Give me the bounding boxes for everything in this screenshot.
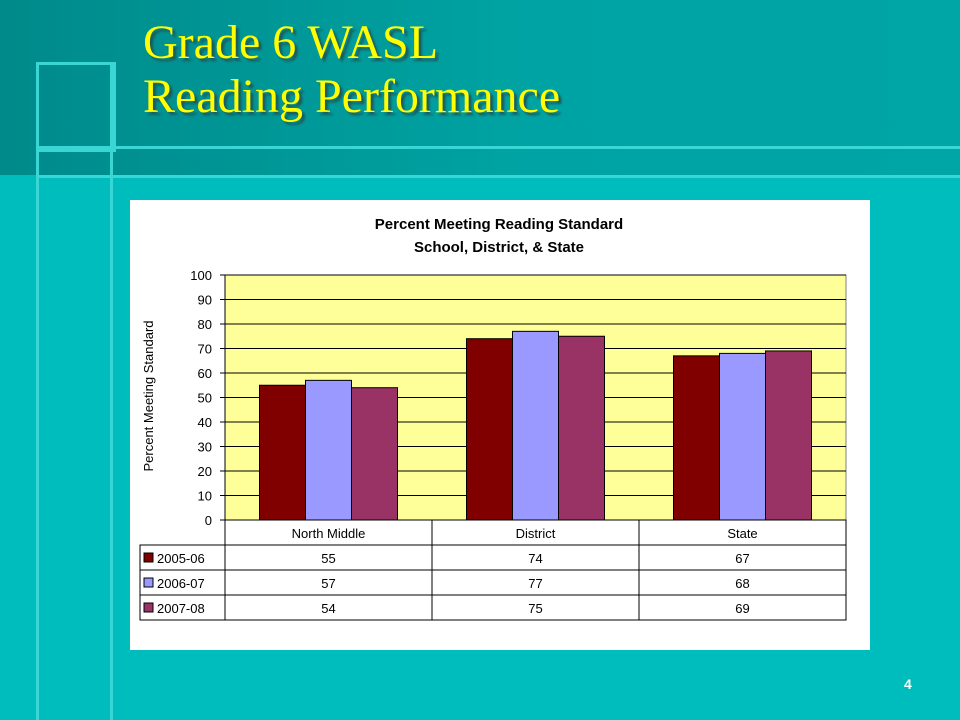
y-tick-label: 60 (198, 366, 212, 381)
category-label: North Middle (292, 526, 366, 541)
y-tick-label: 30 (198, 440, 212, 455)
y-tick-label: 10 (198, 489, 212, 504)
page-number: 4 (904, 676, 912, 692)
legend-swatch-2006-07 (143, 577, 154, 588)
chart-title-line2: School, District, & State (414, 239, 584, 256)
data-label: 67 (735, 551, 749, 566)
y-tick-label: 100 (190, 268, 212, 283)
data-label: 57 (321, 576, 335, 591)
y-axis-label: Percent Meeting Standard (141, 320, 156, 471)
data-label: 54 (321, 601, 335, 616)
decor-line-left (36, 146, 39, 720)
bar-2007-08 (765, 350, 812, 521)
bar-2007-08 (558, 335, 605, 521)
data-label: 75 (528, 601, 542, 616)
data-label: 68 (735, 576, 749, 591)
bar-2007-08 (351, 387, 398, 521)
bar-2005-06 (259, 384, 306, 521)
decor-line-left-inner (110, 62, 113, 720)
data-label: 55 (321, 551, 335, 566)
data-label: 77 (528, 576, 542, 591)
y-tick-label: 40 (198, 415, 212, 430)
bar-chart: Percent Meeting Reading Standard School,… (130, 200, 870, 650)
title-band (0, 0, 960, 175)
bar-2005-06 (466, 338, 513, 521)
y-tick-label: 20 (198, 464, 212, 479)
slide-title-line1: Grade 6 WASL (143, 16, 439, 69)
category-label: District (516, 526, 556, 541)
chart-title-line1: Percent Meeting Reading Standard (375, 216, 623, 233)
y-tick-label: 70 (198, 342, 212, 357)
decor-line-top (36, 146, 960, 149)
legend-swatch-2007-08 (143, 602, 154, 613)
y-tick-label: 90 (198, 293, 212, 308)
slide-title: Grade 6 WASL Reading Performance (143, 16, 560, 124)
legend-swatch-2005-06 (143, 552, 154, 563)
category-label: State (727, 526, 757, 541)
data-label: 69 (735, 601, 749, 616)
legend-label: 2007-08 (157, 601, 205, 616)
bar-2006-07 (305, 379, 352, 521)
legend-label: 2006-07 (157, 576, 205, 591)
decor-line-mid (36, 175, 960, 178)
bar-2005-06 (673, 355, 720, 521)
y-tick-label: 50 (198, 391, 212, 406)
bar-2006-07 (512, 330, 559, 521)
legend-label: 2005-06 (157, 551, 205, 566)
plot-area-group: 0 10 20 30 40 50 60 70 80 90 100 North Middle Distri… (139, 268, 847, 621)
slide-title-line2: Reading Performance (143, 70, 561, 123)
y-tick-label: 0 (205, 513, 212, 528)
decor-frame-small (36, 62, 116, 152)
bar-2006-07 (719, 352, 766, 521)
data-label: 74 (528, 551, 542, 566)
y-tick-label: 80 (198, 317, 212, 332)
